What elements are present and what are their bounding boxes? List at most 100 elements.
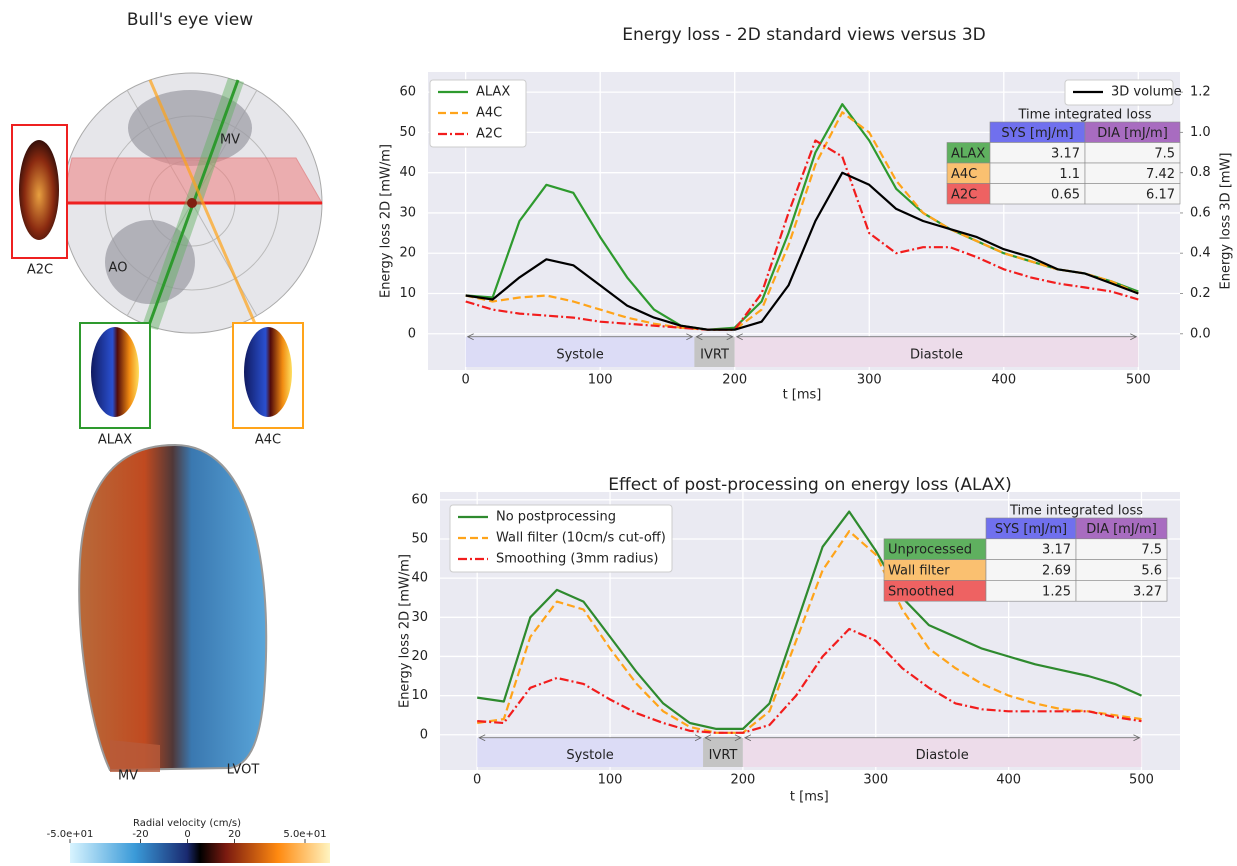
phase-label: Diastole	[916, 748, 969, 763]
series-line	[477, 627, 1142, 734]
x-tick-label: 200	[722, 373, 747, 388]
table-title: Time integrated loss	[1017, 108, 1151, 123]
table-cell: 3.27	[1133, 584, 1162, 599]
table-cell: 3.17	[1051, 146, 1080, 161]
colorbar-tick-label: -20	[132, 829, 148, 840]
legend-label: A4C	[476, 106, 502, 121]
x-tick-label: 500	[1129, 773, 1154, 788]
view-label: ALAX	[98, 433, 132, 448]
y2-tick-label: 1.2	[1190, 85, 1211, 100]
phase-arrowhead	[466, 333, 694, 341]
y2-tick-label: 0.2	[1190, 286, 1211, 301]
y-tick-label: 50	[399, 125, 416, 140]
table-header: DIA [mJ/m]	[1097, 126, 1168, 141]
view-label: A2C	[27, 263, 53, 278]
region-label: AO	[109, 261, 128, 276]
table-cell: 1.1	[1059, 167, 1080, 182]
table-cell: 7.5	[1141, 543, 1162, 558]
colorbar-tick-label: 20	[228, 829, 241, 840]
y-tick-label: 30	[399, 205, 416, 220]
phase-arrowhead	[735, 333, 1138, 341]
table-header: SYS [mJ/m]	[995, 522, 1067, 537]
y2-tick-label: 1.0	[1190, 125, 1211, 140]
phase-label: Systole	[566, 748, 613, 763]
phase-band	[477, 737, 704, 767]
legend-box	[1064, 79, 1174, 106]
table-cell: 0.65	[1051, 187, 1080, 202]
phase-band	[734, 336, 1139, 367]
y-tick-label: 10	[399, 286, 416, 301]
phase-label: Systole	[556, 347, 603, 362]
x-tick-label: 400	[996, 773, 1021, 788]
series-line	[465, 139, 1139, 331]
y-tick-label: 0	[408, 326, 416, 341]
table-row-label: Smoothed	[888, 584, 954, 599]
y-tick-label: 50	[411, 531, 428, 546]
series-line	[477, 510, 1142, 730]
y2-tick-label: 0.0	[1190, 326, 1211, 341]
legend-label: 3D volume	[1111, 85, 1182, 100]
table-cell: 7.42	[1146, 167, 1175, 182]
x-tick-label: 300	[863, 773, 888, 788]
x-tick-label: 500	[1126, 373, 1151, 388]
y-axis-label: Energy loss 2D [mW/m]	[379, 144, 394, 298]
phase-band	[694, 336, 735, 367]
phase-band	[742, 737, 1142, 767]
phase-label: Diastole	[910, 347, 963, 362]
series-line	[465, 111, 1139, 331]
render-label: LVOT	[227, 763, 260, 778]
y-axis-label: Energy loss 2D [mW/m]	[398, 554, 413, 708]
phase-band	[703, 737, 743, 767]
colorbar-tick-label: 5.0e+01	[283, 829, 326, 840]
plot-area	[428, 72, 1180, 370]
y-tick-label: 20	[399, 246, 416, 261]
table-cell-bg	[1084, 183, 1181, 205]
legend-label: No postprocessing	[496, 510, 616, 525]
series-line	[465, 171, 1139, 331]
series-line	[465, 103, 1139, 331]
table-cell-bg	[1075, 580, 1168, 602]
colorbar-tick-label: -5.0e+01	[47, 829, 94, 840]
phase-label: IVRT	[700, 347, 729, 362]
y-tick-label: 10	[411, 688, 428, 703]
y-tick-label: 0	[420, 727, 428, 742]
bullseye	[11, 72, 323, 429]
legend-label: ALAX	[476, 85, 510, 100]
table-cell: 5.6	[1141, 564, 1162, 579]
y2-tick-label: 0.6	[1190, 205, 1211, 220]
table-row-label: A4C	[951, 167, 977, 182]
y2-tick-label: 0.8	[1190, 165, 1211, 180]
table-cell: 6.17	[1146, 187, 1175, 202]
legend-label: A2C	[476, 127, 502, 142]
table-cell: 1.25	[1042, 584, 1071, 599]
phase-arrowhead	[704, 734, 742, 742]
chart-title: Energy loss - 2D standard views versus 3…	[622, 25, 986, 45]
colorbar-title: Radial velocity (cm/s)	[133, 818, 241, 829]
legend-label: Wall filter (10cm/s cut-off)	[496, 531, 666, 546]
table-row-label: A2C	[951, 187, 977, 202]
render-label: MV	[118, 769, 138, 784]
legend-box	[429, 79, 527, 148]
phase-arrowhead	[744, 734, 1141, 742]
table-cell: 7.5	[1154, 146, 1175, 161]
phase-arrowhead	[478, 734, 702, 742]
phase-band	[465, 336, 695, 367]
volume-render	[78, 443, 268, 772]
chart-title: Effect of post-processing on energy loss…	[608, 475, 1011, 495]
x-tick-label: 0	[462, 373, 470, 388]
phase-arrowhead	[695, 333, 734, 341]
phase-label: IVRT	[709, 748, 738, 763]
legend-label: Smoothing (3mm radius)	[496, 552, 658, 567]
x-tick-label: 0	[473, 773, 481, 788]
colorbar-tick-label: 0	[184, 829, 190, 840]
y-tick-label: 60	[411, 492, 428, 507]
y2-tick-label: 0.4	[1190, 246, 1211, 261]
table-cell: 2.69	[1042, 564, 1071, 579]
series-line	[477, 530, 1142, 734]
y-tick-label: 40	[399, 165, 416, 180]
table-row-label: Unprocessed	[888, 543, 972, 558]
x-tick-label: 200	[730, 773, 755, 788]
x-axis-label: t [ms]	[790, 790, 829, 805]
table-header: DIA [mJ/m]	[1086, 522, 1157, 537]
